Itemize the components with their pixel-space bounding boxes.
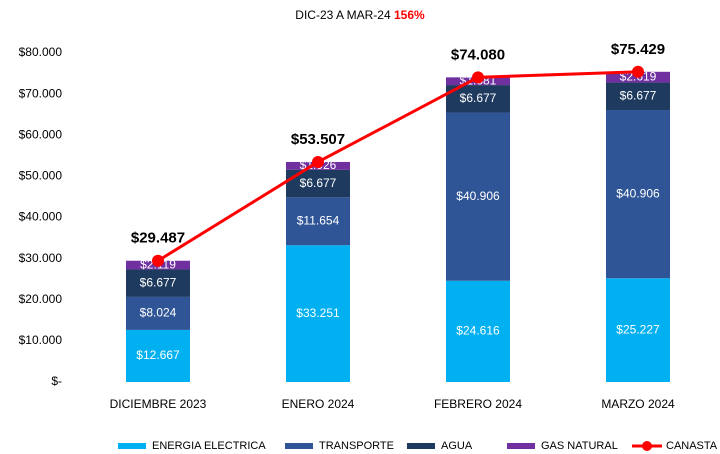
- chart-title: DIC-23 A MAR-24 156%: [295, 8, 425, 22]
- legend-swatch: [507, 443, 535, 449]
- data-label: $29.487: [131, 230, 185, 247]
- y-tick-label: $40.000: [19, 210, 63, 224]
- line-point: [152, 254, 164, 267]
- bar-segment: [446, 112, 510, 281]
- data-label: $6.677: [620, 88, 657, 102]
- bar-segment: [606, 82, 670, 111]
- data-label: $40.906: [456, 189, 500, 203]
- bar-segment: [286, 197, 350, 246]
- legend-label: GAS NATURAL: [541, 440, 618, 452]
- legend-label: ENERGIA ELECTRICA: [152, 440, 266, 452]
- legend-swatch: [407, 443, 435, 449]
- y-tick-label: $10.000: [19, 333, 63, 347]
- y-tick-label: $60.000: [19, 127, 63, 141]
- y-tick-label: $20.000: [19, 292, 63, 306]
- data-label: $53.507: [291, 131, 345, 148]
- legend-label: AGUA: [441, 440, 473, 452]
- bar-segment: [126, 296, 190, 330]
- data-label: $6.677: [140, 275, 177, 289]
- bar-segment: [286, 245, 350, 382]
- data-label: $75.429: [611, 41, 665, 58]
- data-label: $6.677: [300, 176, 337, 190]
- y-tick-label: $70.000: [19, 86, 63, 100]
- x-tick-label: ENERO 2024: [282, 397, 355, 411]
- legend-swatch: [118, 443, 146, 449]
- legend-label: CANASTA: [666, 440, 718, 452]
- data-label: $6.677: [460, 91, 497, 105]
- bar-segment: [126, 269, 190, 297]
- data-label: $11.654: [297, 213, 340, 227]
- x-tick-label: DICIEMBRE 2023: [110, 397, 207, 411]
- x-tick-label: FEBRERO 2024: [434, 397, 522, 411]
- data-label: $40.906: [616, 186, 660, 200]
- legend-label: TRANSPORTE: [319, 440, 394, 452]
- bar-segment: [606, 278, 670, 382]
- x-tick-label: MARZO 2024: [601, 397, 675, 411]
- data-label: $25.227: [616, 322, 660, 336]
- title-highlight: 156%: [394, 8, 425, 22]
- line-point: [312, 155, 324, 168]
- y-tick-label: $50.000: [19, 169, 63, 183]
- data-label: $33.251: [296, 306, 340, 320]
- line-point: [472, 71, 484, 84]
- bar-segment: [126, 329, 190, 382]
- legend-swatch-dot: [642, 441, 652, 451]
- data-label: $12.667: [136, 348, 180, 362]
- line: [157, 70, 639, 263]
- title-text: DIC-23 A MAR-24: [295, 8, 391, 22]
- y-tick-label: $80.000: [19, 45, 63, 59]
- y-tick-label: $30.000: [19, 251, 63, 265]
- data-label: $8.024: [140, 306, 177, 320]
- data-label: $74.080: [451, 46, 505, 63]
- data-label: $24.616: [456, 324, 500, 338]
- bar-segment: [446, 280, 510, 382]
- legend-swatch: [285, 443, 313, 449]
- bar-segment: [606, 110, 670, 279]
- y-tick-label: $-: [51, 374, 62, 388]
- line-point: [632, 65, 644, 78]
